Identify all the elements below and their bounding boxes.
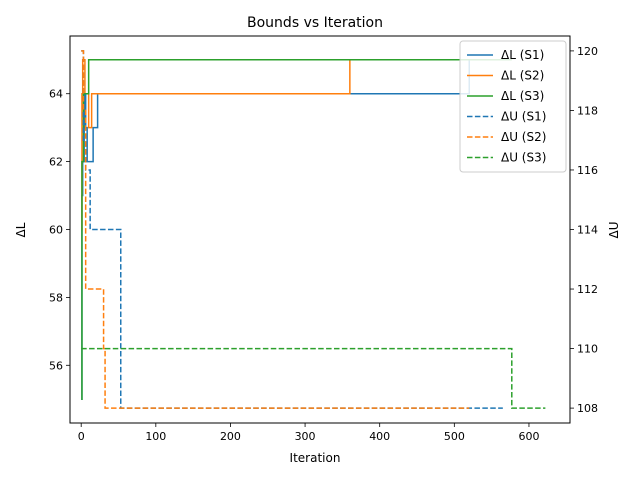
left-y-tick-label: 60: [49, 224, 63, 237]
left-y-tick-label: 64: [49, 88, 63, 101]
x-axis-label: Iteration: [290, 451, 341, 465]
legend-label: ΔL (S2): [501, 69, 544, 83]
x-axis-ticks: 0 100 200 300 400 500 600: [78, 423, 539, 443]
legend-label: ΔU (S2): [501, 130, 546, 144]
right-y-tick-label: 112: [577, 283, 598, 296]
right-y-tick-label: 118: [577, 104, 598, 117]
series-line-4: [81, 50, 503, 409]
right-y-axis-ticks: 108 110 112 114 116 118 120: [570, 45, 598, 415]
left-y-tick-label: 58: [49, 291, 63, 304]
chart-title: Bounds vs Iteration: [247, 15, 383, 31]
series-line-3: [81, 59, 512, 400]
legend-label: ΔU (S3): [501, 151, 546, 165]
x-tick-label: 400: [369, 430, 390, 443]
legend-label: ΔU (S1): [501, 110, 546, 124]
x-tick-label: 200: [220, 430, 241, 443]
right-y-axis-label: ΔU: [607, 222, 621, 239]
right-y-tick-label: 116: [577, 164, 598, 177]
legend-box: [459, 40, 567, 173]
x-tick-label: 300: [295, 430, 316, 443]
right-y-tick-label: 120: [577, 45, 598, 58]
right-y-tick-label: 114: [577, 224, 598, 237]
plot-lines: [81, 50, 546, 409]
right-y-tick-label: 110: [577, 343, 598, 356]
legend-label: ΔL (S1): [501, 48, 544, 62]
x-tick-label: 500: [444, 430, 465, 443]
x-tick-label: 0: [78, 430, 85, 443]
series-line-2: [81, 59, 351, 231]
left-y-tick-label: 56: [49, 359, 63, 372]
series-line-5: [81, 50, 470, 409]
left-y-axis-ticks: 56 58 60 62 64: [49, 88, 70, 372]
left-y-tick-label: 62: [49, 156, 63, 169]
series-line-6: [81, 347, 546, 409]
legend: ΔL (S1) ΔL (S2) ΔL (S3) ΔU (S1) ΔU (S2) ΔU (S…: [459, 40, 567, 173]
legend-label: ΔL (S3): [501, 89, 544, 103]
x-tick-label: 100: [145, 430, 166, 443]
right-y-tick-label: 108: [577, 402, 598, 415]
x-tick-label: 600: [518, 430, 539, 443]
left-y-axis-label: ΔL: [14, 222, 28, 237]
